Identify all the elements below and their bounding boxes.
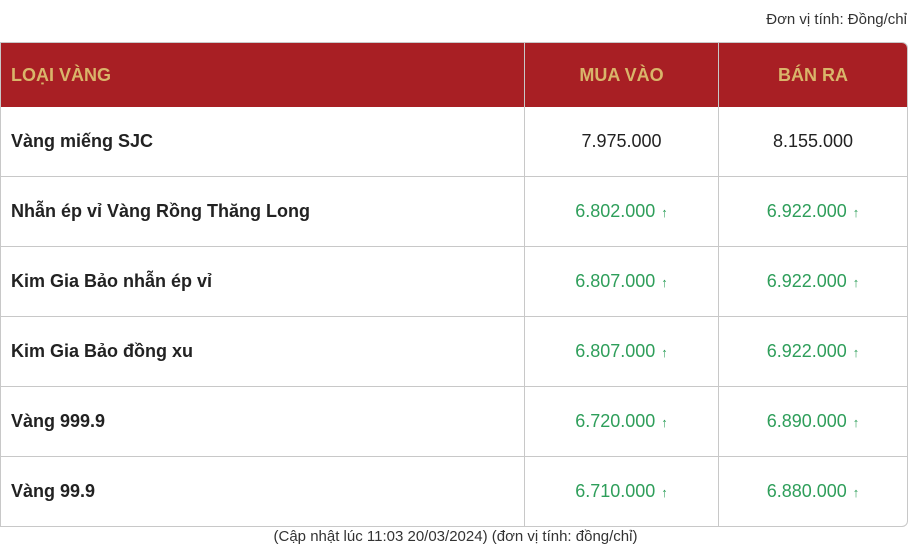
arrow-up-icon: ↑ [661, 205, 668, 220]
buy-price-cell-value: 6.710.000 [575, 481, 656, 501]
arrow-up-icon: ↑ [661, 415, 668, 430]
sell-price-cell-value: 8.155.000 [772, 131, 854, 151]
sell-price-cell: 6.922.000 ↑ [718, 246, 907, 316]
gold-type-cell-value: Kim Gia Bảo đồng xu [11, 341, 194, 361]
table-row: Nhẫn ép vỉ Vàng Rồng Thăng Long 6.802.000… [1, 176, 907, 246]
gold-type-cell: Vàng 999.9 [1, 386, 524, 456]
gold-type-cell: Vàng 99.9 [1, 456, 524, 526]
sell-price-cell: 8.155.000 [718, 107, 907, 176]
sell-price-cell: 6.890.000 ↑ [718, 386, 907, 456]
arrow-up-icon: ↑ [852, 205, 860, 220]
buy-price-cell-value: 6.720.000 [575, 411, 656, 431]
buy-price-cell-value: 6.802.000 [575, 201, 656, 221]
header-sell: BÁN RA [718, 43, 907, 107]
header-gold-type: LOẠI VÀNG [1, 43, 524, 107]
sell-price-cell-value: 6.890.000 [766, 411, 847, 431]
sell-price-cell: 6.922.000 ↑ [718, 176, 907, 246]
table-row: Kim Gia Bảo nhẫn ép vỉ 6.807.000 ↑ 6.922.00… [1, 246, 907, 316]
arrow-up-icon: ↑ [852, 485, 860, 500]
buy-price-cell-value: 6.807.000 [575, 341, 656, 361]
table-row: Vàng 999.9 6.720.000 ↑ 6.890.000 ↑ [1, 386, 907, 456]
gold-type-cell-value: Vàng 99.9 [11, 481, 96, 501]
arrow-up-icon: ↑ [661, 345, 668, 360]
table-row: Kim Gia Bảo đồng xu 6.807.000 ↑ 6.922.000 ↑ [1, 316, 907, 386]
gold-type-cell: Nhẫn ép vỉ Vàng Rồng Thăng Long [1, 176, 524, 246]
sell-price-cell: 6.922.000 ↑ [718, 316, 907, 386]
arrow-up-icon: ↑ [852, 345, 860, 360]
arrow-up-icon: ↑ [852, 275, 860, 290]
update-note: (Cập nhật lúc 11:03 20/03/2024) (đơn vị … [273, 528, 638, 545]
buy-price-cell: 6.710.000 ↑ [524, 456, 718, 526]
buy-price-cell: 7.975.000 [524, 107, 718, 176]
gold-type-cell-value: Vàng miếng SJC [11, 131, 154, 151]
sell-price-cell-value: 6.922.000 [766, 341, 847, 361]
buy-price-cell-value: 6.807.000 [575, 271, 656, 291]
buy-price-cell-value: 7.975.000 [581, 131, 662, 151]
buy-price-cell: 6.720.000 ↑ [524, 386, 718, 456]
sell-price-cell-value: 6.880.000 [766, 481, 847, 501]
gold-type-cell-value: Kim Gia Bảo nhẫn ép vỉ [11, 271, 213, 291]
gold-type-cell-value: Nhẫn ép vỉ Vàng Rồng Thăng Long [11, 201, 310, 221]
gold-type-cell: Kim Gia Bảo đồng xu [1, 316, 524, 386]
buy-price-cell: 6.802.000 ↑ [524, 176, 718, 246]
table-row: Vàng miếng SJC 7.975.000 8.155.000 [1, 107, 907, 176]
sell-price-cell-value: 6.922.000 [766, 201, 847, 221]
arrow-up-icon: ↑ [661, 485, 668, 500]
buy-price-cell: 6.807.000 ↑ [524, 246, 718, 316]
arrow-up-icon: ↑ [661, 275, 668, 290]
gold-price-table: LOẠI VÀNG MUA VÀO BÁN RA Vàng miếng SJC 7… [0, 42, 908, 527]
table-header-row: LOẠI VÀNG MUA VÀO BÁN RA [1, 43, 907, 107]
sell-price-cell: 6.880.000 ↑ [718, 456, 907, 526]
header-buy: MUA VÀO [524, 43, 718, 107]
gold-type-cell-value: Vàng 999.9 [11, 411, 106, 431]
unit-label: Đơn vị tính: Đồng/chỉ [766, 11, 907, 28]
arrow-up-icon: ↑ [852, 415, 860, 430]
table-row: Vàng 99.9 6.710.000 ↑ 6.880.000 ↑ [1, 456, 907, 526]
buy-price-cell: 6.807.000 ↑ [524, 316, 718, 386]
gold-type-cell: Kim Gia Bảo nhẫn ép vỉ [1, 246, 524, 316]
sell-price-cell-value: 6.922.000 [766, 271, 847, 291]
gold-type-cell: Vàng miếng SJC [1, 107, 524, 176]
